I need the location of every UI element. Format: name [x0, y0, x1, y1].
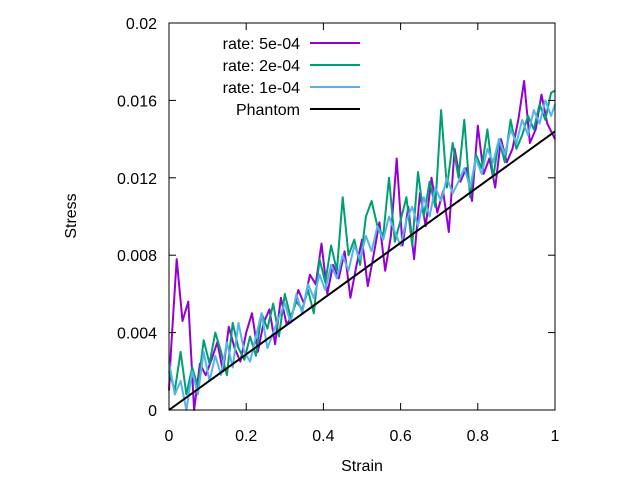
- x-axis-label: Strain: [341, 458, 383, 475]
- series-line-2: [168, 99, 556, 411]
- series-line-1: [168, 89, 556, 396]
- legend-label: Phantom: [236, 102, 300, 119]
- series-line-3: [168, 130, 556, 411]
- y-tick-label: 0.02: [126, 16, 157, 33]
- legend-label: rate: 2e-04: [223, 58, 300, 75]
- series-line-0: [168, 80, 556, 411]
- y-axis-label: Stress: [63, 193, 80, 238]
- y-tick-label: 0.008: [117, 248, 157, 265]
- x-tick-label: 0.8: [467, 428, 489, 445]
- plot-lines: [168, 80, 556, 411]
- y-tick-label: 0.016: [117, 93, 157, 110]
- plot-frame: [168, 22, 556, 411]
- axis-ticks: 0 0.2 0.4 0.6 0.8 1 0 0.004 0.008 0.012 0.016 0.02: [117, 16, 560, 445]
- x-tick-label: 0.6: [389, 428, 411, 445]
- legend-label: rate: 5e-04: [223, 36, 300, 53]
- x-tick-label: 0.2: [235, 428, 257, 445]
- legend-label: rate: 1e-04: [223, 80, 300, 97]
- y-tick-label: 0.004: [117, 326, 157, 343]
- y-tick-label: 0: [148, 403, 157, 420]
- x-tick-label: 0: [165, 428, 174, 445]
- x-tick-label: 1: [551, 428, 560, 445]
- legend: rate: 5e-04 rate: 2e-04 rate: 1e-04 Phantom: [223, 36, 360, 119]
- y-tick-label: 0.012: [117, 171, 157, 188]
- x-tick-label: 0.4: [312, 428, 334, 445]
